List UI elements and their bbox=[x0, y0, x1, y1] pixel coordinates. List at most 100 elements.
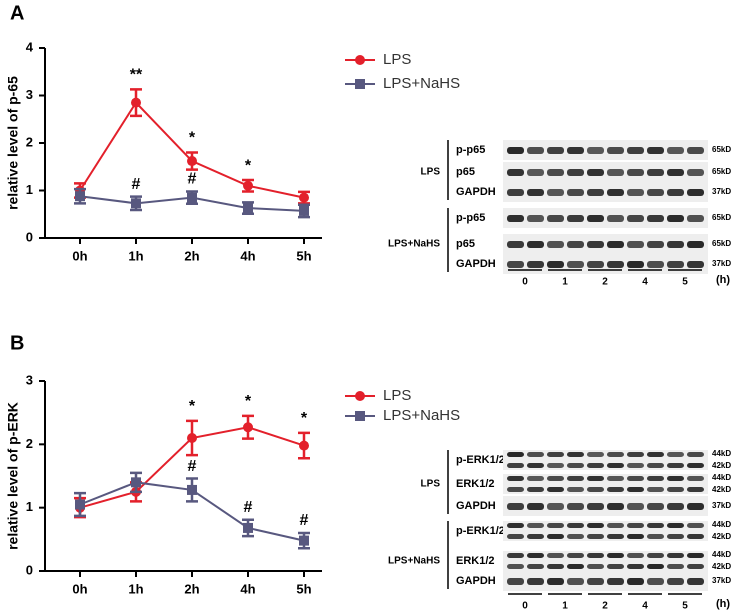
band bbox=[607, 503, 624, 510]
marker bbox=[131, 198, 141, 209]
significance: # bbox=[300, 512, 309, 529]
size-label: 37kD bbox=[712, 187, 731, 196]
lane-label: 5 bbox=[682, 277, 688, 288]
band bbox=[667, 503, 684, 510]
band bbox=[587, 564, 604, 569]
band bbox=[647, 523, 664, 528]
legend-label: LPS+NaHS bbox=[383, 75, 460, 92]
blot-bg bbox=[503, 254, 708, 274]
legend-marker bbox=[355, 55, 365, 65]
blot-bg bbox=[503, 182, 708, 202]
band bbox=[647, 147, 664, 154]
significance: ** bbox=[130, 67, 143, 84]
marker bbox=[299, 440, 309, 451]
band bbox=[567, 564, 584, 569]
band bbox=[687, 578, 704, 585]
significance: * bbox=[301, 410, 308, 427]
band bbox=[687, 261, 704, 268]
band bbox=[547, 476, 564, 481]
size-label: 42kD bbox=[712, 532, 731, 541]
row-label: GAPDH bbox=[456, 500, 496, 512]
y-tick-label: 1 bbox=[26, 499, 33, 514]
lane-unit: (h) bbox=[716, 274, 730, 286]
band bbox=[627, 578, 644, 585]
band bbox=[587, 503, 604, 510]
marker bbox=[187, 433, 197, 443]
band bbox=[607, 215, 624, 222]
x-tick-label: 2h bbox=[184, 581, 199, 596]
band bbox=[647, 503, 664, 510]
lane-label: 0 bbox=[522, 277, 528, 288]
panel-label: B bbox=[10, 332, 24, 354]
band bbox=[567, 241, 584, 248]
band bbox=[587, 487, 604, 492]
y-axis-label: relative level of p-ERK bbox=[5, 402, 21, 550]
band bbox=[547, 147, 564, 154]
band bbox=[667, 463, 684, 468]
band bbox=[667, 261, 684, 268]
band bbox=[627, 463, 644, 468]
band bbox=[627, 487, 644, 492]
band bbox=[567, 534, 584, 539]
row-label: ERK1/2 bbox=[456, 555, 495, 567]
band bbox=[587, 523, 604, 528]
band bbox=[567, 476, 584, 481]
band bbox=[547, 169, 564, 176]
marker bbox=[75, 191, 85, 202]
band bbox=[627, 523, 644, 528]
band bbox=[507, 564, 524, 569]
band bbox=[667, 578, 684, 585]
band bbox=[567, 523, 584, 528]
marker bbox=[243, 180, 253, 191]
band bbox=[547, 553, 564, 558]
size-label: 44kD bbox=[712, 550, 731, 559]
blot-bg bbox=[503, 140, 708, 160]
band bbox=[607, 487, 624, 492]
band bbox=[627, 476, 644, 481]
band bbox=[687, 534, 704, 539]
panel-label: A bbox=[10, 2, 24, 24]
band bbox=[507, 487, 524, 492]
band bbox=[527, 523, 544, 528]
band bbox=[607, 463, 624, 468]
group-label: LPS bbox=[421, 479, 441, 490]
significance: * bbox=[245, 157, 252, 174]
band bbox=[507, 578, 524, 585]
band bbox=[507, 553, 524, 558]
legend-marker bbox=[355, 411, 365, 421]
band bbox=[547, 534, 564, 539]
significance: # bbox=[244, 499, 253, 516]
size-label: 44kD bbox=[712, 449, 731, 458]
y-axis-label: relative level of p-65 bbox=[5, 76, 21, 210]
band bbox=[687, 241, 704, 248]
band bbox=[547, 523, 564, 528]
blot-bg bbox=[503, 234, 708, 254]
significance: * bbox=[189, 398, 196, 415]
band bbox=[687, 553, 704, 558]
band bbox=[687, 523, 704, 528]
band bbox=[627, 261, 644, 268]
band bbox=[667, 452, 684, 457]
significance: * bbox=[189, 130, 196, 147]
band bbox=[587, 147, 604, 154]
x-tick-label: 5h bbox=[296, 248, 311, 263]
band bbox=[547, 261, 564, 268]
band bbox=[547, 487, 564, 492]
band bbox=[507, 463, 524, 468]
size-label: 65kD bbox=[712, 167, 731, 176]
marker bbox=[187, 156, 197, 167]
size-label: 37kD bbox=[712, 501, 731, 510]
band bbox=[567, 503, 584, 510]
y-tick-label: 0 bbox=[26, 562, 33, 577]
band bbox=[607, 189, 624, 196]
size-label: 37kD bbox=[712, 576, 731, 585]
band bbox=[647, 487, 664, 492]
band bbox=[607, 147, 624, 154]
y-tick-label: 2 bbox=[26, 436, 33, 451]
band bbox=[627, 452, 644, 457]
band bbox=[667, 553, 684, 558]
row-label: p-ERK1/2 bbox=[456, 525, 505, 537]
marker bbox=[299, 535, 309, 546]
lane-label: 0 bbox=[522, 601, 528, 611]
band bbox=[587, 452, 604, 457]
